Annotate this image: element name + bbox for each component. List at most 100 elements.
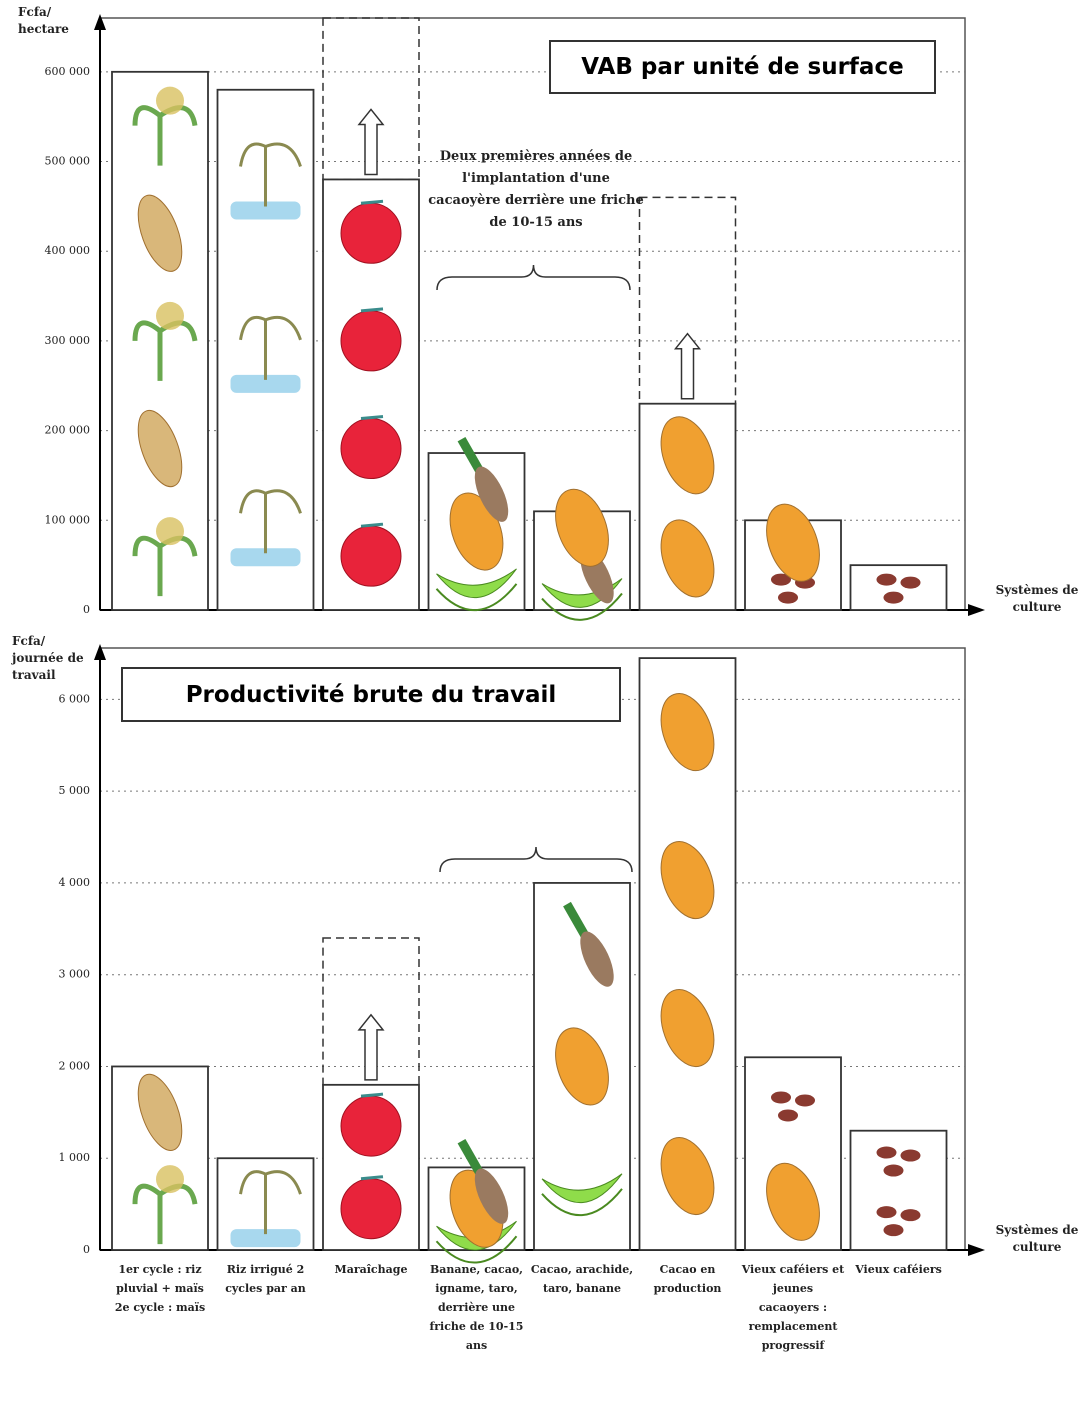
pictogram [876, 1206, 897, 1219]
pictogram [340, 525, 402, 587]
pictogram [660, 989, 715, 1068]
pictogram [340, 310, 402, 372]
x-axis-arrow [968, 1244, 985, 1256]
pictogram [360, 199, 384, 205]
pictogram [239, 315, 302, 380]
x-tick-label: 1er cycle : riz pluvial + maïs 2e cycle … [114, 1263, 206, 1314]
y-axis-arrow [94, 644, 106, 660]
pictogram [900, 1149, 921, 1162]
pictogram [883, 1224, 904, 1237]
pictogram [360, 522, 384, 528]
y-tick-label: 200 000 [45, 424, 91, 437]
pictogram [541, 1173, 623, 1204]
y-tick-label: 600 000 [45, 65, 91, 78]
pictogram [660, 1137, 715, 1215]
pictogram [474, 1168, 509, 1224]
x-tick-label: Vieux caféiers [855, 1263, 942, 1276]
x-axis-label: Systèmes de culture [995, 1223, 1079, 1254]
pictogram [436, 1220, 517, 1251]
chart-title: VAB par unité de surface [549, 40, 936, 94]
pictogram [230, 374, 301, 393]
pictogram [239, 1170, 302, 1235]
pictogram [900, 576, 921, 589]
y-tick-label: 3 000 [59, 968, 91, 981]
y-axis-label: Fcfa/ journée de travail [12, 634, 84, 682]
pictogram [660, 693, 715, 772]
bar [849, 564, 948, 611]
x-tick-label: Cacao en production [653, 1263, 722, 1295]
potential-bar [638, 196, 737, 405]
pictogram [156, 301, 184, 330]
pictogram [230, 201, 301, 220]
pictogram [766, 1162, 820, 1241]
pictogram [795, 1094, 815, 1107]
pictogram [541, 578, 623, 608]
increase-arrow [357, 108, 385, 176]
pictogram [340, 418, 402, 480]
y-tick-label: 0 [83, 603, 90, 616]
y-axis-label: Fcfa/ hectare [18, 5, 69, 36]
pictogram [137, 409, 183, 488]
pictogram [340, 202, 402, 264]
y-tick-label: 500 000 [45, 155, 91, 168]
pictogram [555, 488, 609, 567]
pictogram [239, 489, 302, 554]
pictogram [660, 416, 715, 495]
pictogram [360, 415, 384, 421]
pictogram [156, 517, 184, 546]
x-axis-arrow [968, 604, 985, 616]
pictogram [541, 592, 623, 621]
brace [436, 264, 631, 291]
pictogram [883, 1164, 904, 1177]
annotation: Deux premières années de l'implantation … [428, 149, 644, 230]
pictogram [660, 841, 715, 920]
x-tick-label: Cacao, arachide, taro, banane [530, 1263, 634, 1295]
chart-title: Productivité brute du travail [121, 667, 621, 722]
pictogram [771, 573, 791, 586]
pictogram [555, 1027, 609, 1106]
pictogram [876, 573, 897, 586]
pictogram [340, 1095, 402, 1157]
pictogram [156, 86, 184, 115]
pictogram [435, 583, 518, 612]
y-axis-arrow [94, 14, 106, 30]
pictogram [883, 591, 904, 604]
y-tick-label: 100 000 [45, 513, 91, 526]
y-tick-label: 4 000 [59, 876, 91, 889]
y-tick-label: 400 000 [45, 244, 91, 257]
pictogram [137, 194, 183, 272]
y-tick-label: 2 000 [59, 1059, 91, 1072]
pictogram [541, 1188, 623, 1217]
y-tick-label: 0 [83, 1243, 90, 1256]
pictogram [778, 591, 798, 604]
x-axis-label: Systèmes de culture [995, 583, 1079, 614]
x-tick-label: Maraîchage [334, 1263, 408, 1276]
y-tick-label: 300 000 [45, 334, 91, 347]
pictogram [137, 1073, 183, 1151]
pictogram [230, 1229, 301, 1248]
pictogram [771, 1091, 791, 1104]
pictogram [900, 1209, 921, 1222]
x-tick-label: Riz irrigué 2 cycles par an [225, 1263, 306, 1295]
pictogram [436, 568, 517, 599]
increase-arrow [357, 1013, 385, 1081]
increase-arrow [673, 332, 702, 400]
pictogram [340, 1178, 402, 1240]
pictogram [474, 466, 509, 522]
pictogram [360, 307, 384, 313]
pictogram [580, 931, 614, 987]
x-tick-label: Banane, cacao, igname, taro, derrière un… [429, 1263, 524, 1352]
pictogram [360, 1092, 384, 1098]
pictogram [766, 503, 820, 582]
pictogram [239, 142, 302, 207]
pictogram [435, 1235, 518, 1264]
y-tick-label: 5 000 [59, 784, 91, 797]
pictogram [360, 1175, 384, 1181]
pictogram [876, 1146, 897, 1159]
y-tick-label: 1 000 [59, 1151, 91, 1164]
pictogram [778, 1109, 798, 1122]
pictogram [230, 548, 301, 567]
brace [439, 846, 633, 873]
